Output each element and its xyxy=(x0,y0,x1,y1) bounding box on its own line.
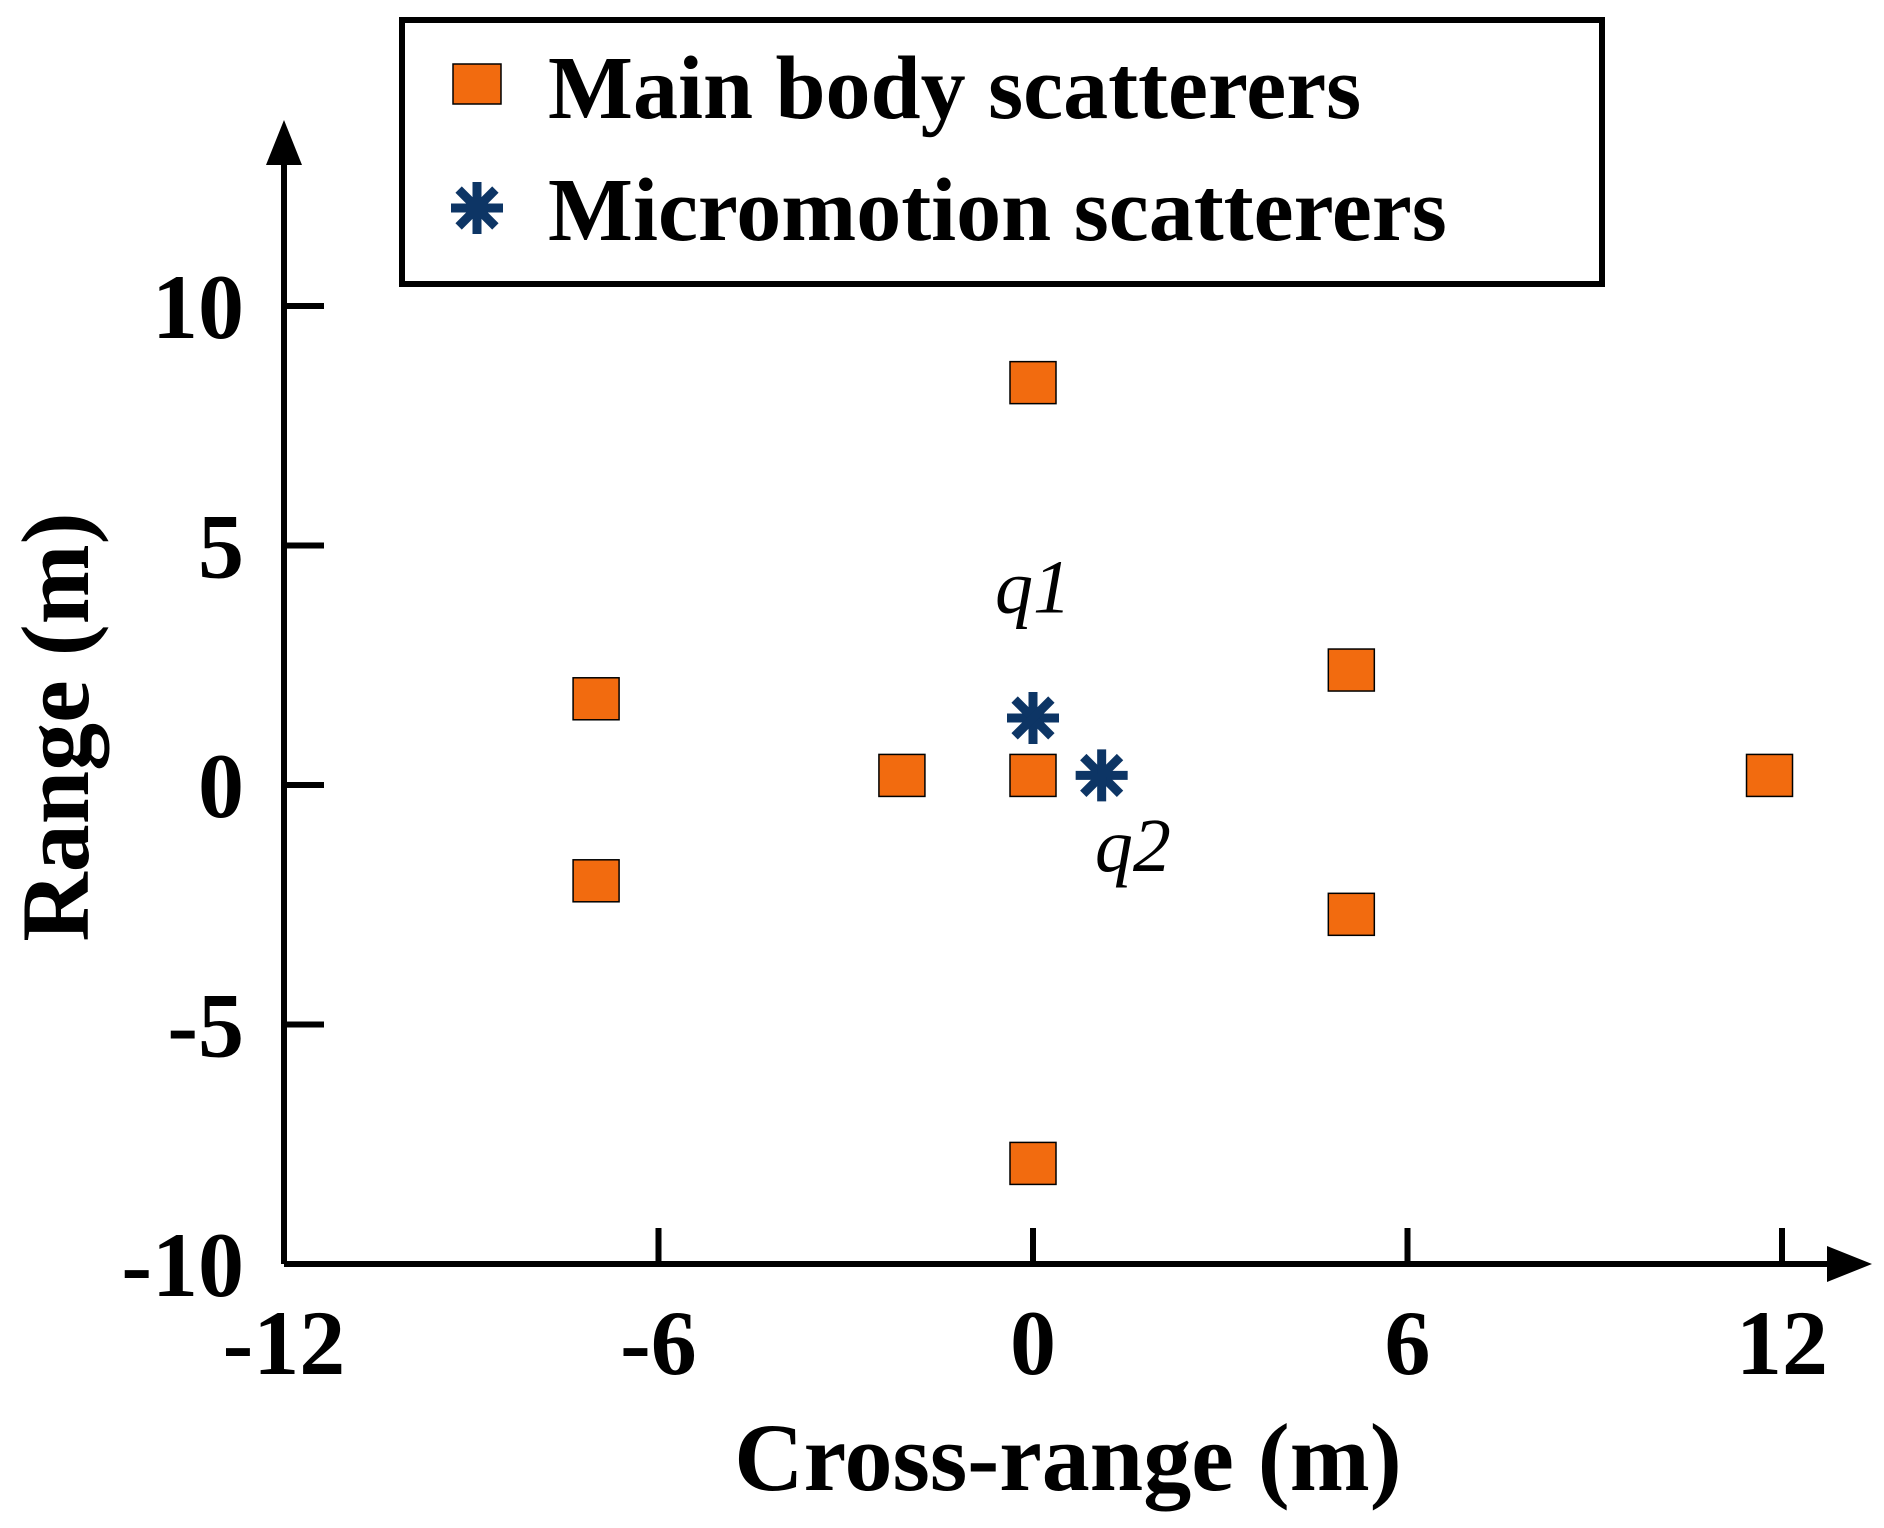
annotation-q2: q2 xyxy=(1095,804,1171,888)
legend-main-body-label: Main body scatterers xyxy=(548,39,1361,138)
x-tick-label: -6 xyxy=(620,1292,697,1394)
x-tick-label: 0 xyxy=(1010,1292,1056,1394)
x-tick-label: -12 xyxy=(223,1292,346,1394)
y-tick-label: -5 xyxy=(167,975,244,1077)
main-body-scatterer-point xyxy=(572,677,620,721)
x-tick-label: 6 xyxy=(1385,1292,1431,1394)
main-body-scatterer-point xyxy=(878,753,926,798)
legend-micromotion-label: Micromotion scatterers xyxy=(548,161,1447,260)
legend-square-marker xyxy=(452,63,502,105)
main-body-scatterer-point xyxy=(1327,648,1376,692)
main-body-scatterer-point xyxy=(1009,360,1057,405)
main-body-scatterer-point xyxy=(1745,753,1794,798)
legend: Main body scatterers Micromotion scatter… xyxy=(399,17,1605,287)
annotation-q1: q1 xyxy=(995,546,1071,630)
main-body-scatterer-point xyxy=(1009,753,1057,798)
ticks: -12 -6 0 6 12 -10 -5 0 5 10 xyxy=(121,256,1828,1394)
data-points xyxy=(572,360,1794,1186)
micromotion-scatterer-point xyxy=(1007,691,1059,744)
main-body-scatterer-point xyxy=(1009,1141,1057,1186)
micromotion-scatterer-point xyxy=(1075,749,1128,802)
y-tick-label: 0 xyxy=(198,735,244,837)
main-body-scatterer-point xyxy=(572,859,620,903)
legend-asterisk-marker xyxy=(451,182,503,234)
y-axis-arrow xyxy=(266,120,302,165)
y-tick-label: 5 xyxy=(198,496,244,598)
axes xyxy=(266,120,1872,1282)
x-axis-arrow xyxy=(1827,1246,1872,1282)
main-body-scatterer-point xyxy=(1327,892,1376,937)
legend-box xyxy=(399,17,1605,287)
x-tick-label: 12 xyxy=(1736,1292,1828,1394)
y-axis-label: Range (m) xyxy=(2,512,109,941)
y-tick-label: -10 xyxy=(121,1214,244,1316)
x-axis-label: Cross-range (m) xyxy=(734,1404,1401,1511)
legend-asterisk-glyph xyxy=(451,182,503,234)
annotations: q1 q2 xyxy=(995,546,1171,889)
y-tick-label: 10 xyxy=(152,256,244,358)
